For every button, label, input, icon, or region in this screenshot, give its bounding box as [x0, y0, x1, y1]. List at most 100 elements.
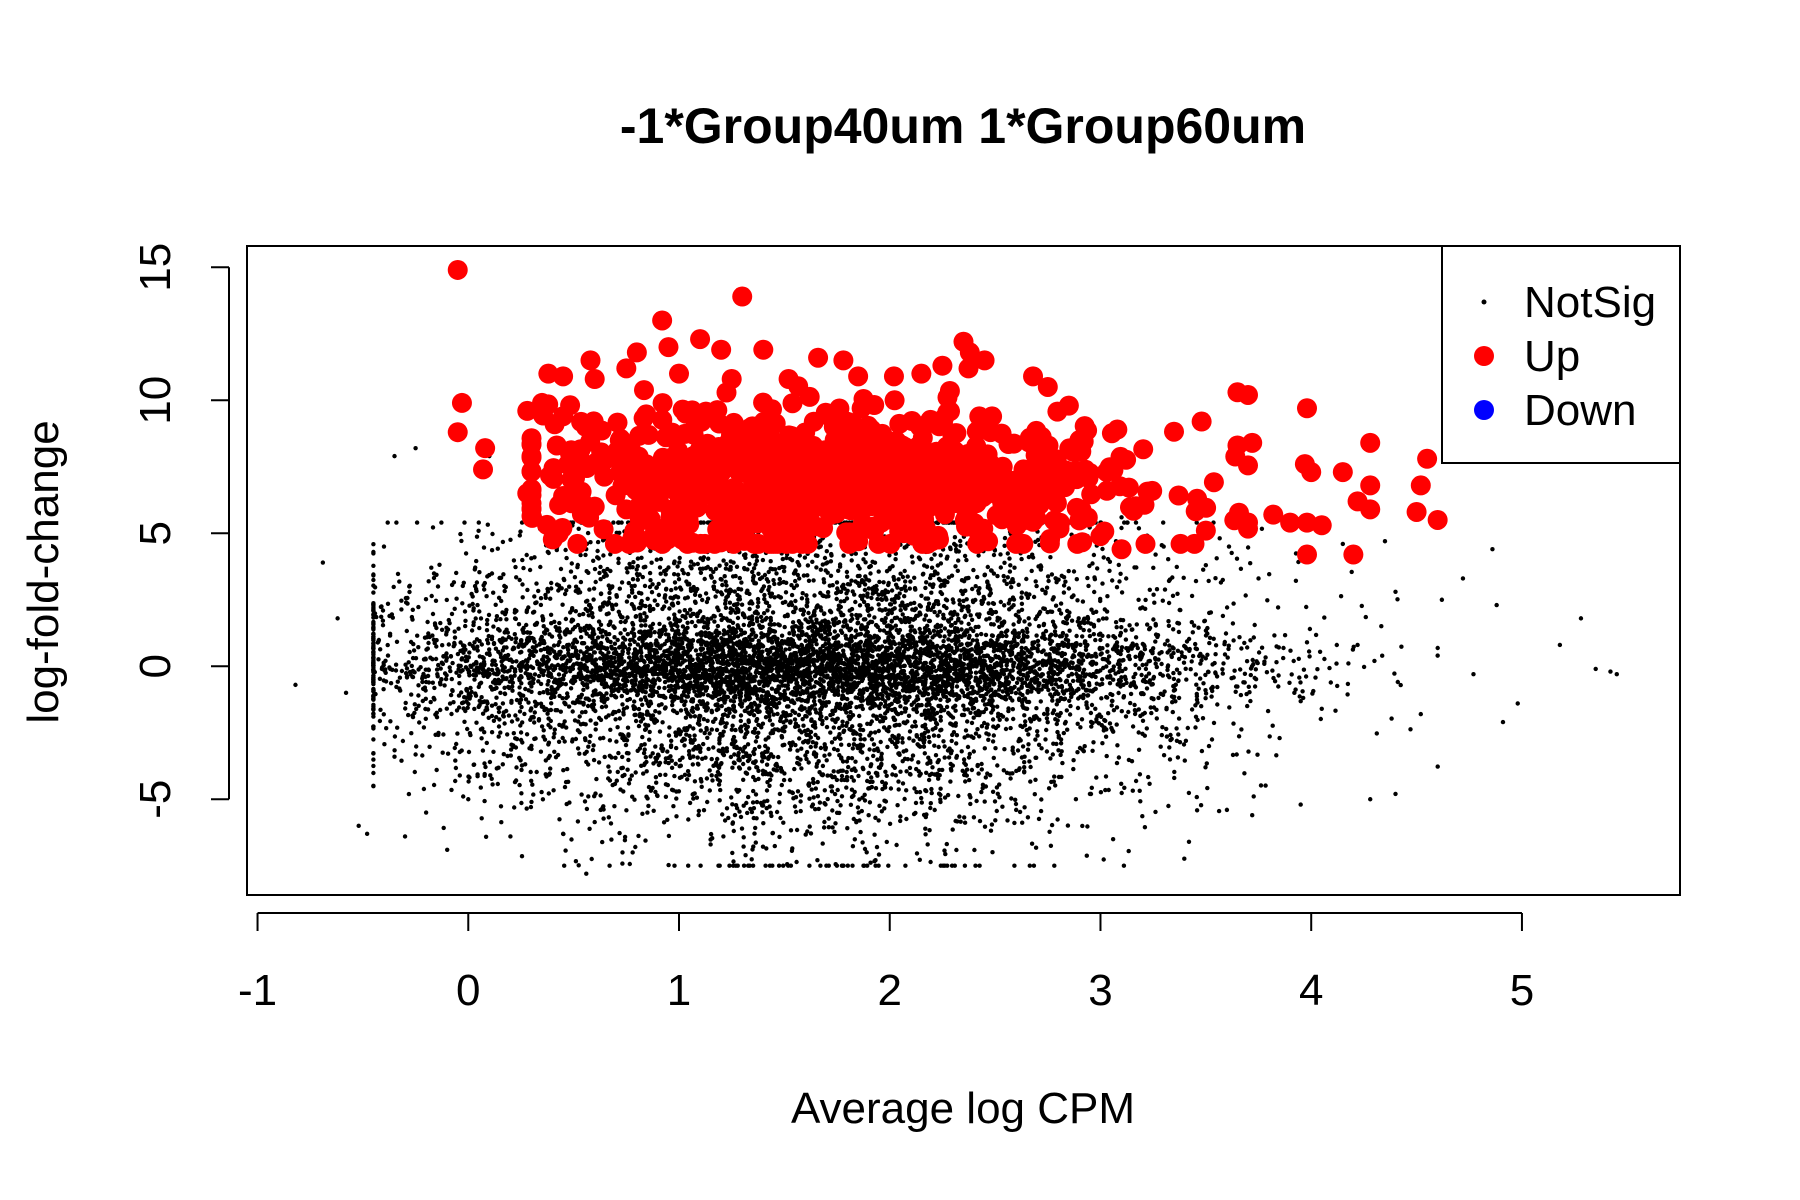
point-notsig: [1069, 618, 1075, 623]
point-notsig: [904, 788, 909, 793]
point-notsig: [702, 576, 707, 582]
point-notsig: [768, 706, 773, 712]
point-notsig: [1276, 684, 1281, 689]
point-notsig: [673, 586, 678, 591]
point-notsig: [1119, 590, 1125, 595]
point-notsig: [1067, 628, 1072, 633]
point-notsig: [1210, 684, 1215, 690]
point-notsig: [863, 617, 868, 622]
point-notsig: [696, 808, 702, 814]
point-notsig: [772, 581, 777, 587]
point-notsig: [883, 769, 888, 774]
point-notsig: [742, 630, 748, 635]
point-notsig: [770, 863, 775, 868]
point-notsig: [1119, 790, 1124, 796]
point-notsig: [921, 744, 927, 749]
point-notsig: [887, 565, 893, 571]
point-notsig: [479, 736, 484, 741]
point-notsig: [1167, 648, 1172, 653]
point-notsig: [1307, 626, 1313, 632]
point-notsig: [720, 746, 726, 751]
point-notsig: [1001, 573, 1006, 579]
point-notsig: [1217, 536, 1222, 541]
point-notsig: [635, 556, 641, 561]
point-notsig: [558, 709, 563, 714]
point-notsig: [768, 566, 773, 571]
point-notsig: [735, 664, 741, 669]
point-notsig: [603, 630, 608, 635]
point-notsig: [466, 779, 471, 784]
point-notsig: [792, 717, 798, 722]
point-notsig: [1011, 751, 1016, 756]
point-notsig: [1121, 694, 1127, 699]
point-notsig: [717, 741, 722, 746]
point-notsig: [1276, 673, 1281, 678]
point-notsig: [594, 776, 599, 782]
point-notsig: [1034, 583, 1039, 589]
point-notsig: [837, 564, 843, 569]
point-notsig: [877, 803, 882, 808]
point-notsig: [567, 800, 572, 805]
point-notsig: [775, 711, 780, 717]
point-notsig: [714, 707, 719, 713]
point-notsig: [990, 717, 996, 722]
point-notsig: [496, 627, 501, 632]
point-notsig: [613, 717, 618, 722]
point-notsig: [1107, 568, 1112, 573]
point-notsig: [1052, 629, 1058, 634]
point-notsig: [1119, 709, 1125, 714]
point-notsig: [1049, 822, 1055, 828]
point-notsig: [484, 705, 489, 710]
point-notsig: [573, 609, 578, 614]
point-notsig: [749, 809, 755, 815]
point-notsig: [1010, 676, 1015, 682]
point-notsig: [609, 656, 614, 661]
point-notsig: [1078, 642, 1083, 647]
point-notsig: [731, 859, 736, 864]
point-notsig: [1002, 535, 1008, 541]
point-notsig: [608, 727, 613, 732]
point-notsig: [1297, 675, 1302, 680]
point-notsig: [787, 747, 793, 752]
point-notsig: [857, 797, 862, 802]
point-notsig: [703, 591, 709, 596]
point-notsig: [1060, 760, 1065, 766]
points-layer: [293, 259, 1619, 876]
point-notsig: [1263, 783, 1268, 788]
point-notsig: [811, 780, 816, 785]
point-notsig: [434, 644, 439, 649]
point-notsig: [606, 764, 611, 769]
point-notsig: [1274, 660, 1279, 665]
point-notsig: [938, 714, 943, 720]
point-notsig: [1036, 742, 1042, 747]
point-notsig: [437, 562, 442, 567]
point-notsig: [1224, 605, 1230, 610]
point-notsig: [1090, 748, 1095, 753]
point-notsig: [902, 585, 907, 590]
point-notsig: [1301, 667, 1307, 672]
point-notsig: [967, 777, 972, 783]
point-notsig: [1026, 732, 1031, 737]
point-notsig: [473, 693, 479, 698]
point-notsig: [519, 791, 524, 796]
point-notsig: [1087, 633, 1093, 639]
point-notsig: [771, 578, 776, 583]
point-notsig: [564, 725, 569, 730]
point-notsig: [824, 716, 829, 721]
point-notsig: [1300, 689, 1305, 694]
point-notsig: [1144, 726, 1150, 731]
point-notsig: [517, 577, 522, 583]
point-notsig: [513, 636, 519, 641]
point-notsig: [1002, 560, 1007, 565]
point-notsig: [850, 746, 855, 751]
point-notsig: [855, 805, 861, 810]
point-notsig: [371, 751, 376, 756]
point-notsig: [959, 578, 965, 583]
point-notsig: [790, 620, 796, 625]
point-notsig: [929, 556, 934, 562]
point-notsig: [1215, 684, 1220, 690]
point-notsig: [741, 863, 747, 868]
point-notsig: [1025, 815, 1031, 820]
point-notsig: [558, 566, 564, 572]
point-notsig: [457, 681, 462, 686]
